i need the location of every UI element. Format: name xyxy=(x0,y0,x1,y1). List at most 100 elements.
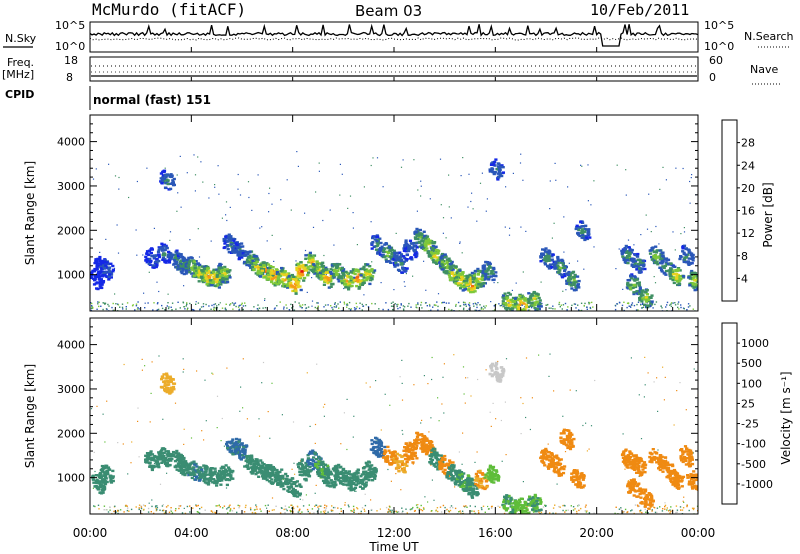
scatter-cell xyxy=(314,492,316,494)
echo-cell xyxy=(421,236,425,240)
noise-cell xyxy=(225,303,227,305)
noise-cell xyxy=(216,305,218,307)
echo-cell xyxy=(492,274,496,277)
echo-cell xyxy=(362,265,366,269)
noise-cell xyxy=(364,504,367,507)
scatter-cell xyxy=(588,448,590,450)
echo-cell xyxy=(320,270,324,273)
echo-cell xyxy=(177,456,181,459)
scatter-cell xyxy=(459,241,461,243)
scatter-cell xyxy=(212,373,214,375)
noise-cell xyxy=(636,504,639,506)
echo-cell xyxy=(450,266,454,270)
scatter-cell xyxy=(306,291,308,293)
noise-cell xyxy=(210,308,212,310)
noise-cell xyxy=(580,507,582,510)
scatter-cell xyxy=(401,382,403,384)
scatter-cell xyxy=(412,463,414,465)
echo-cell xyxy=(351,270,355,273)
echo-cell xyxy=(638,288,642,291)
echo-cell xyxy=(387,251,391,255)
echo-cell xyxy=(144,255,148,259)
noise-cell xyxy=(235,305,237,308)
scatter-cell xyxy=(440,204,442,206)
echo-cell xyxy=(696,274,698,277)
echo-cell xyxy=(350,284,354,288)
echo-cell xyxy=(458,272,462,275)
noise-cell xyxy=(355,308,357,310)
echo-cell xyxy=(157,259,161,263)
echo-cell xyxy=(347,286,351,289)
echo-cell xyxy=(684,253,688,256)
echo-cell xyxy=(640,268,644,271)
echo-cell xyxy=(478,281,482,284)
noise-cell xyxy=(614,512,616,514)
noise-cell xyxy=(267,504,269,506)
scatter-cell xyxy=(95,168,97,170)
echo-cell xyxy=(344,286,348,289)
noise-cell xyxy=(244,305,247,307)
echo-cell xyxy=(187,261,191,264)
noise-cell xyxy=(565,509,567,512)
echo-cell xyxy=(103,260,107,263)
scatter-cell xyxy=(423,260,425,262)
echo-cell xyxy=(286,286,290,289)
noise-cell xyxy=(337,507,339,509)
noise-cell xyxy=(639,511,641,513)
noise-cell xyxy=(200,306,203,308)
echo-cell xyxy=(324,266,328,269)
noise-cell xyxy=(183,306,185,308)
echo-cell xyxy=(211,473,215,476)
noise-cell xyxy=(437,309,439,311)
noise-cell xyxy=(284,505,287,507)
echo-cell xyxy=(431,242,435,245)
echo-cell xyxy=(271,266,275,269)
echo-cell xyxy=(100,480,104,483)
colorbar-tick-label: 12 xyxy=(741,227,755,240)
echo-cell xyxy=(576,275,580,278)
echo-cell xyxy=(480,282,485,286)
echo-cell xyxy=(431,247,435,250)
noise-cell xyxy=(499,305,501,307)
noise-cell xyxy=(376,510,378,512)
echo-cell xyxy=(267,277,271,280)
noise-cell xyxy=(473,305,475,307)
echo-cell xyxy=(556,255,560,259)
echo-cell xyxy=(225,245,229,248)
scatter-cell xyxy=(401,429,403,432)
echo-cell xyxy=(216,270,220,273)
echo-cell xyxy=(674,272,678,276)
echo-cell xyxy=(529,295,533,298)
echo-cell xyxy=(486,269,490,272)
echo-cell xyxy=(206,483,211,486)
scatter-cell xyxy=(195,301,197,303)
echo-cell xyxy=(309,254,313,257)
noise-cell xyxy=(127,507,129,509)
noise-cell xyxy=(344,504,346,506)
echo-cell xyxy=(514,305,518,308)
echo-cell xyxy=(489,275,494,278)
echo-cell xyxy=(95,265,99,268)
scatter-cell xyxy=(135,229,137,231)
echo-cell xyxy=(198,469,202,472)
noise-cell xyxy=(325,309,327,311)
nsky-line xyxy=(89,23,699,47)
noise-cell xyxy=(361,303,363,306)
echo-cell xyxy=(213,284,217,287)
scatter-cell xyxy=(463,303,465,305)
echo-cell xyxy=(682,260,686,264)
noise-cell xyxy=(239,304,241,306)
scatter-cell xyxy=(486,198,488,200)
echo-cell xyxy=(438,260,442,264)
echo-cell xyxy=(331,273,336,276)
noise-cell xyxy=(242,308,244,311)
echo-cell xyxy=(525,311,528,313)
noise-cell xyxy=(237,306,240,308)
scatter-cell xyxy=(404,285,406,287)
echo-cell xyxy=(395,254,399,257)
echo-cell xyxy=(472,272,476,276)
echo-cell xyxy=(490,167,494,170)
echo-cell xyxy=(247,256,251,259)
noise-cell xyxy=(502,306,504,308)
noise-cell xyxy=(451,309,453,311)
